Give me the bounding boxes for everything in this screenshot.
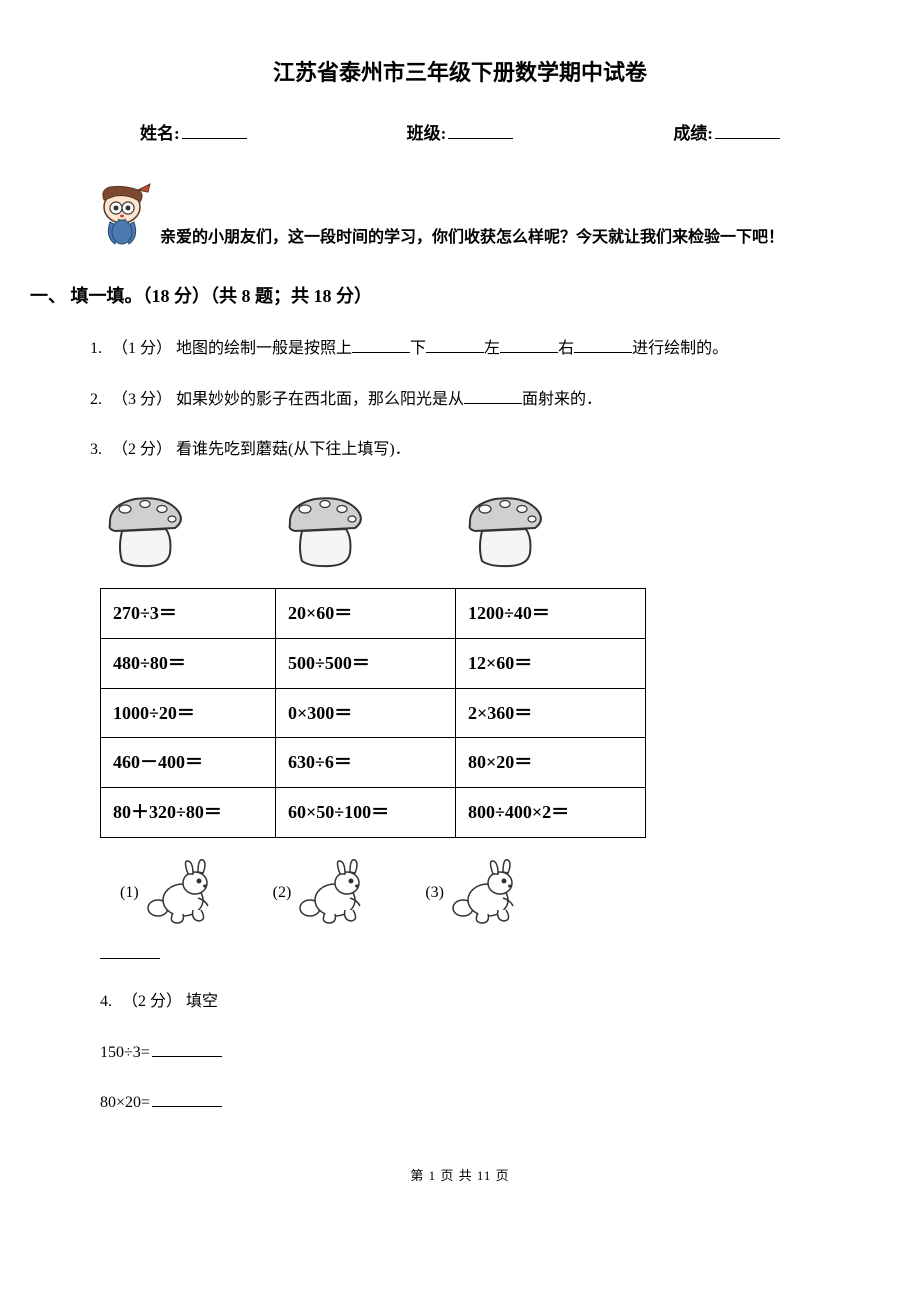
rabbit-item-2: (2) bbox=[273, 858, 371, 928]
page-footer: 第 1 页 共 11 页 bbox=[70, 1166, 850, 1187]
rabbit-row: (1) (2) (3) bbox=[70, 858, 850, 928]
q1-num: 1. bbox=[90, 340, 102, 357]
rabbit-label-1: (1) bbox=[120, 880, 139, 906]
q4-expr1-blank[interactable] bbox=[152, 1041, 222, 1057]
table-cell[interactable]: 60×50÷100＝ bbox=[276, 788, 456, 838]
question-2: 2. （3 分） 如果妙妙的影子在西北面，那么阳光是从 面射来的． bbox=[70, 387, 850, 413]
q1-blank-1[interactable] bbox=[352, 337, 410, 353]
table-cell[interactable]: 500÷500＝ bbox=[276, 638, 456, 688]
mushroom-icon-2 bbox=[280, 493, 370, 568]
section-1-header: 一、 填一填。（18 分）（共 8 题；共 18 分） bbox=[30, 282, 850, 311]
table-row: 80＋320÷80＝60×50÷100＝800÷400×2＝ bbox=[101, 788, 646, 838]
calculation-table: 270÷3＝20×60＝1200÷40＝480÷80＝500÷500＝12×60… bbox=[100, 588, 646, 838]
rabbit-icon-1 bbox=[143, 858, 218, 928]
table-cell[interactable]: 80＋320÷80＝ bbox=[101, 788, 276, 838]
q1-text-2: 下 bbox=[410, 340, 426, 357]
q2-num: 2. bbox=[90, 391, 102, 408]
q4-expr-2: 80×20= bbox=[100, 1090, 850, 1116]
table-row: 460－400＝630÷6＝80×20＝ bbox=[101, 738, 646, 788]
q4-expr2-blank[interactable] bbox=[152, 1091, 222, 1107]
q2-pts: （3 分） bbox=[112, 391, 172, 408]
table-cell[interactable]: 800÷400×2＝ bbox=[456, 788, 646, 838]
question-3: 3. （2 分） 看谁先吃到蘑菇(从下往上填写)． bbox=[70, 437, 850, 463]
table-cell[interactable]: 80×20＝ bbox=[456, 738, 646, 788]
q2-blank[interactable] bbox=[464, 388, 522, 404]
q3-answer-blank[interactable] bbox=[100, 958, 160, 959]
q4-expr-1: 150÷3= bbox=[100, 1040, 850, 1066]
q1-blank-2[interactable] bbox=[426, 337, 484, 353]
q1-text-4: 右 bbox=[558, 340, 574, 357]
score-label: 成绩: bbox=[673, 120, 713, 147]
mushroom-row bbox=[70, 493, 850, 568]
q3-text: 看谁先吃到蘑菇(从下往上填写)． bbox=[176, 441, 411, 458]
rabbit-item-3: (3) bbox=[425, 858, 523, 928]
table-cell[interactable]: 270÷3＝ bbox=[101, 588, 276, 638]
q2-text-2: 面射来的． bbox=[522, 391, 602, 408]
table-cell[interactable]: 480÷80＝ bbox=[101, 638, 276, 688]
q4-num: 4. bbox=[100, 993, 112, 1010]
rabbit-icon-3 bbox=[448, 858, 523, 928]
q1-text-1: 地图的绘制一般是按照上 bbox=[176, 340, 352, 357]
score-field: 成绩: bbox=[673, 120, 780, 147]
name-blank[interactable] bbox=[182, 122, 247, 139]
table-cell[interactable]: 1200÷40＝ bbox=[456, 588, 646, 638]
q3-pts: （2 分） bbox=[112, 441, 172, 458]
table-cell[interactable]: 1000÷20＝ bbox=[101, 688, 276, 738]
table-cell[interactable]: 630÷6＝ bbox=[276, 738, 456, 788]
q1-pts: （1 分） bbox=[112, 340, 172, 357]
q1-text-3: 左 bbox=[484, 340, 500, 357]
question-4: 4. （2 分） 填空 bbox=[100, 989, 850, 1015]
q3-num: 3. bbox=[90, 441, 102, 458]
class-field: 班级: bbox=[407, 120, 514, 147]
rabbit-icon-2 bbox=[295, 858, 370, 928]
q2-text-1: 如果妙妙的影子在西北面，那么阳光是从 bbox=[176, 391, 464, 408]
name-label: 姓名: bbox=[140, 120, 180, 147]
name-field: 姓名: bbox=[140, 120, 247, 147]
rabbit-item-1: (1) bbox=[120, 858, 218, 928]
table-cell[interactable]: 2×360＝ bbox=[456, 688, 646, 738]
rabbit-label-3: (3) bbox=[425, 880, 444, 906]
student-info-row: 姓名: 班级: 成绩: bbox=[70, 120, 850, 147]
table-cell[interactable]: 460－400＝ bbox=[101, 738, 276, 788]
mushroom-icon-1 bbox=[100, 493, 190, 568]
q4-expr2-text: 80×20= bbox=[100, 1094, 150, 1111]
mushroom-icon-3 bbox=[460, 493, 550, 568]
intro-row: 亲爱的小朋友们，这一段时间的学习，你们收获怎么样呢？今天就让我们来检验一下吧！ bbox=[70, 182, 850, 252]
exam-title: 江苏省泰州市三年级下册数学期中试卷 bbox=[70, 55, 850, 90]
q4-pts: （2 分） bbox=[122, 993, 182, 1010]
q1-text-5: 进行绘制的。 bbox=[632, 340, 728, 357]
class-blank[interactable] bbox=[448, 122, 513, 139]
table-cell[interactable]: 0×300＝ bbox=[276, 688, 456, 738]
intro-text: 亲爱的小朋友们，这一段时间的学习，你们收获怎么样呢？今天就让我们来检验一下吧！ bbox=[160, 225, 784, 253]
table-row: 1000÷20＝0×300＝2×360＝ bbox=[101, 688, 646, 738]
table-row: 480÷80＝500÷500＝12×60＝ bbox=[101, 638, 646, 688]
question-1: 1. （1 分） 地图的绘制一般是按照上 下 左 右 进行绘制的。 bbox=[70, 336, 850, 362]
table-cell[interactable]: 20×60＝ bbox=[276, 588, 456, 638]
score-blank[interactable] bbox=[715, 122, 780, 139]
q1-blank-4[interactable] bbox=[574, 337, 632, 353]
q1-blank-3[interactable] bbox=[500, 337, 558, 353]
q4-text: 填空 bbox=[186, 993, 218, 1010]
class-label: 班级: bbox=[407, 120, 447, 147]
q4-expr1-text: 150÷3= bbox=[100, 1044, 150, 1061]
table-row: 270÷3＝20×60＝1200÷40＝ bbox=[101, 588, 646, 638]
table-cell[interactable]: 12×60＝ bbox=[456, 638, 646, 688]
rabbit-label-2: (2) bbox=[273, 880, 292, 906]
mascot-icon bbox=[90, 182, 155, 252]
